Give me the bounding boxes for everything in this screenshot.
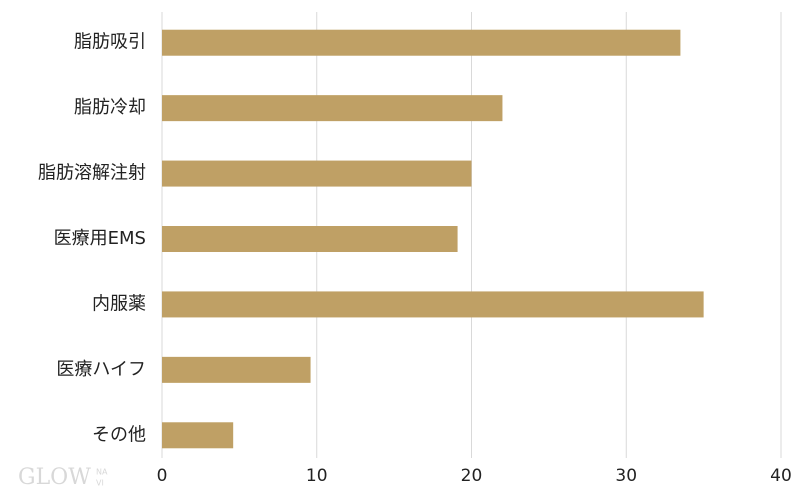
watermark-main: GLOW xyxy=(18,465,91,490)
x-tick-label: 0 xyxy=(157,466,168,486)
y-tick-label: その他 xyxy=(92,424,146,445)
x-tick-label: 30 xyxy=(615,466,637,486)
y-tick-label: 脂肪溶解注射 xyxy=(38,163,146,184)
x-tick-label: 10 xyxy=(306,466,328,486)
y-tick-label: 脂肪冷却 xyxy=(74,97,146,118)
bar xyxy=(162,422,234,449)
x-tick-label: 20 xyxy=(461,466,483,486)
y-tick-label: 医療用EMS xyxy=(54,228,146,249)
bar xyxy=(162,29,681,56)
watermark: GLOW NA VI xyxy=(18,465,108,490)
y-tick-label: 医療ハイフ xyxy=(56,359,146,380)
bar xyxy=(162,291,704,318)
bar xyxy=(162,160,472,187)
watermark-small: VI xyxy=(96,479,104,488)
watermark-small: NA xyxy=(96,468,108,477)
y-tick-label: 内服薬 xyxy=(92,293,146,314)
bar xyxy=(162,226,458,252)
bar xyxy=(162,356,311,383)
y-tick-label: 脂肪吸引 xyxy=(74,32,146,53)
x-tick-label: 40 xyxy=(770,466,792,486)
bar xyxy=(162,95,503,122)
